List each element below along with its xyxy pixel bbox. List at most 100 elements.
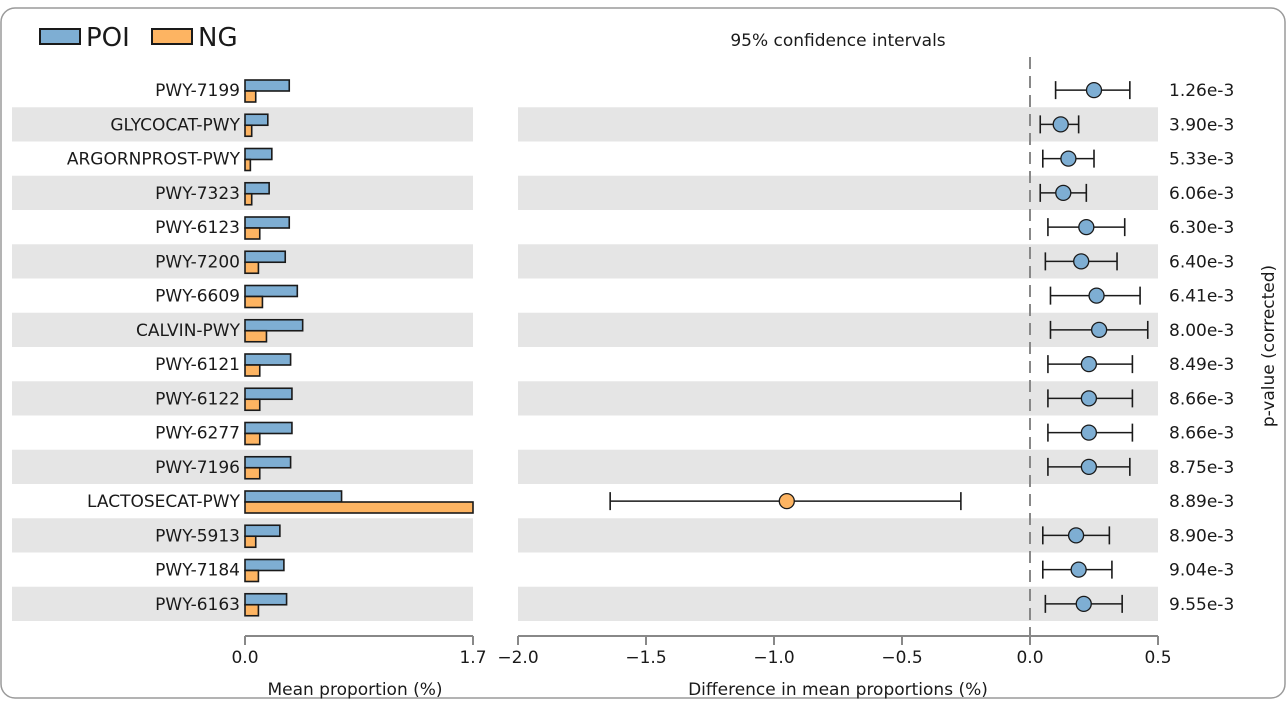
mean-difference-point xyxy=(1090,321,1108,339)
diff-axis-tick-label: −0.5 xyxy=(881,648,922,668)
bar-ng xyxy=(244,158,252,172)
bar-ng xyxy=(244,603,260,617)
pathway-row: PWY-7199 1.26e-3 xyxy=(155,79,1234,103)
p-value: 6.40e-3 xyxy=(1169,252,1234,272)
bar-poi xyxy=(244,387,293,401)
bar-poi xyxy=(244,318,304,332)
p-value: 1.26e-3 xyxy=(1169,81,1234,101)
pathway-label: PWY-5913 xyxy=(155,526,240,546)
p-value: 6.06e-3 xyxy=(1169,184,1234,204)
row-stripe-left xyxy=(12,518,473,553)
pathway-label: PWY-6163 xyxy=(155,595,240,615)
pathway-row: PWY-5913 8.90e-3 xyxy=(155,524,1234,549)
p-value: 6.41e-3 xyxy=(1169,287,1234,307)
pathway-label: PWY-6123 xyxy=(155,218,240,238)
p-value: 8.49e-3 xyxy=(1169,355,1234,375)
pathway-label: PWY-7200 xyxy=(155,252,240,272)
row-stripe-left xyxy=(12,312,473,347)
diff-axis-title: Difference in mean proportions (%) xyxy=(688,680,988,699)
pathway-row: PWY-7323 6.06e-3 xyxy=(155,181,1234,206)
row-stripe-left xyxy=(12,449,473,484)
pathway-row: PWY-6609 6.41e-3 xyxy=(155,284,1234,309)
p-value: 5.33e-3 xyxy=(1169,150,1234,170)
bar-poi xyxy=(244,421,293,435)
mean-difference-point xyxy=(778,492,795,510)
p-value: 8.66e-3 xyxy=(1169,389,1234,409)
axes: 0.0 1.7 −2.0 −1.5 −1.0 −0.5 0.0 0.5 xyxy=(231,57,1172,668)
pathway-label: ARGORNPROST-PWY xyxy=(67,150,241,170)
bar-poi xyxy=(244,181,270,195)
pathway-label: PWY-7199 xyxy=(155,81,240,101)
bar-axis-tick-label: 0.0 xyxy=(231,648,258,668)
pathway-row: ARGORNPROST-PWY 5.33e-3 xyxy=(67,147,1234,172)
mean-difference-point xyxy=(1085,81,1103,99)
p-value: 3.90e-3 xyxy=(1169,115,1234,135)
pathway-row: PWY-7196 8.75e-3 xyxy=(155,455,1234,480)
legend-label-ng: NG xyxy=(198,23,238,53)
row-stripe-left xyxy=(12,586,473,621)
mean-difference-point xyxy=(1080,424,1098,441)
legend-label-poi: POI xyxy=(86,23,130,53)
pathway-label: CALVIN-PWY xyxy=(136,321,241,341)
diff-axis-tick-label: −1.5 xyxy=(625,648,666,668)
bar-poi xyxy=(244,490,343,503)
mean-difference-point xyxy=(1088,287,1105,304)
pathway-label: PWY-6609 xyxy=(155,287,240,307)
mean-difference-point xyxy=(1055,184,1072,202)
bar-ng xyxy=(244,192,253,206)
pathway-label: PWY-7184 xyxy=(155,561,240,581)
bar-ng xyxy=(244,432,261,446)
pathway-row: PWY-6122 8.66e-3 xyxy=(155,387,1234,412)
p-value: 8.75e-3 xyxy=(1169,458,1234,478)
mean-difference-point xyxy=(1060,150,1077,167)
pathway-row: CALVIN-PWY 8.00e-3 xyxy=(136,318,1234,343)
pathway-label: PWY-6122 xyxy=(155,389,240,409)
p-value: 6.30e-3 xyxy=(1169,218,1234,238)
mean-difference-point xyxy=(1078,218,1095,236)
diff-axis-tick-label: −2.0 xyxy=(497,648,538,668)
mean-difference-point xyxy=(1080,355,1098,373)
mean-difference-point xyxy=(1067,527,1085,544)
diff-axis-tick-label: 0.0 xyxy=(1016,648,1043,668)
bar-ng xyxy=(244,261,260,275)
row-stripe-left xyxy=(12,175,473,210)
bar-poi xyxy=(244,592,288,606)
p-value: 8.66e-3 xyxy=(1169,424,1234,444)
pathway-label: LACTOSECAT-PWY xyxy=(87,492,241,512)
bar-poi xyxy=(244,524,281,538)
bar-ng xyxy=(244,295,264,309)
pathway-row: GLYCOCAT-PWY 3.90e-3 xyxy=(110,113,1234,138)
row-stripe-left xyxy=(12,244,473,279)
bar-ng xyxy=(244,501,474,514)
pathway-row: PWY-6163 9.55e-3 xyxy=(155,592,1234,617)
bar-ng xyxy=(244,227,261,240)
pathway-label: GLYCOCAT-PWY xyxy=(110,115,240,135)
bar-poi xyxy=(244,558,285,572)
pathway-row: PWY-7184 9.04e-3 xyxy=(155,558,1234,583)
pathway-label: PWY-7323 xyxy=(155,184,240,204)
bar-ng xyxy=(244,569,260,583)
mean-difference-point xyxy=(1075,595,1092,613)
ci-title: 95% confidence intervals xyxy=(730,31,945,51)
bar-poi xyxy=(244,79,291,92)
legend: POI NG xyxy=(39,23,238,53)
mean-difference-point xyxy=(1080,458,1098,476)
bar-axis-tick-label: 1.7 xyxy=(459,648,486,668)
p-value-axis-title: p-value (corrected) xyxy=(1259,265,1279,427)
p-value: 9.55e-3 xyxy=(1169,595,1234,615)
legend-swatch-ng xyxy=(151,28,193,45)
bar-ng xyxy=(244,535,257,549)
bar-poi xyxy=(244,455,292,469)
bar-ng xyxy=(244,364,261,377)
p-value: 8.00e-3 xyxy=(1169,321,1234,341)
bar-axis-title: Mean proportion (%) xyxy=(267,680,442,699)
bar-ng xyxy=(244,90,257,103)
bar-poi xyxy=(244,353,292,366)
data-rows: PWY-7199 1.26e-3 GLYCOCAT-PWY 3.90e-3 ARGORN… xyxy=(67,79,1234,617)
pathway-label: PWY-6277 xyxy=(155,424,240,444)
pathway-label: PWY-6121 xyxy=(155,355,240,375)
row-stripe-left xyxy=(12,107,473,142)
bar-poi xyxy=(244,216,291,229)
